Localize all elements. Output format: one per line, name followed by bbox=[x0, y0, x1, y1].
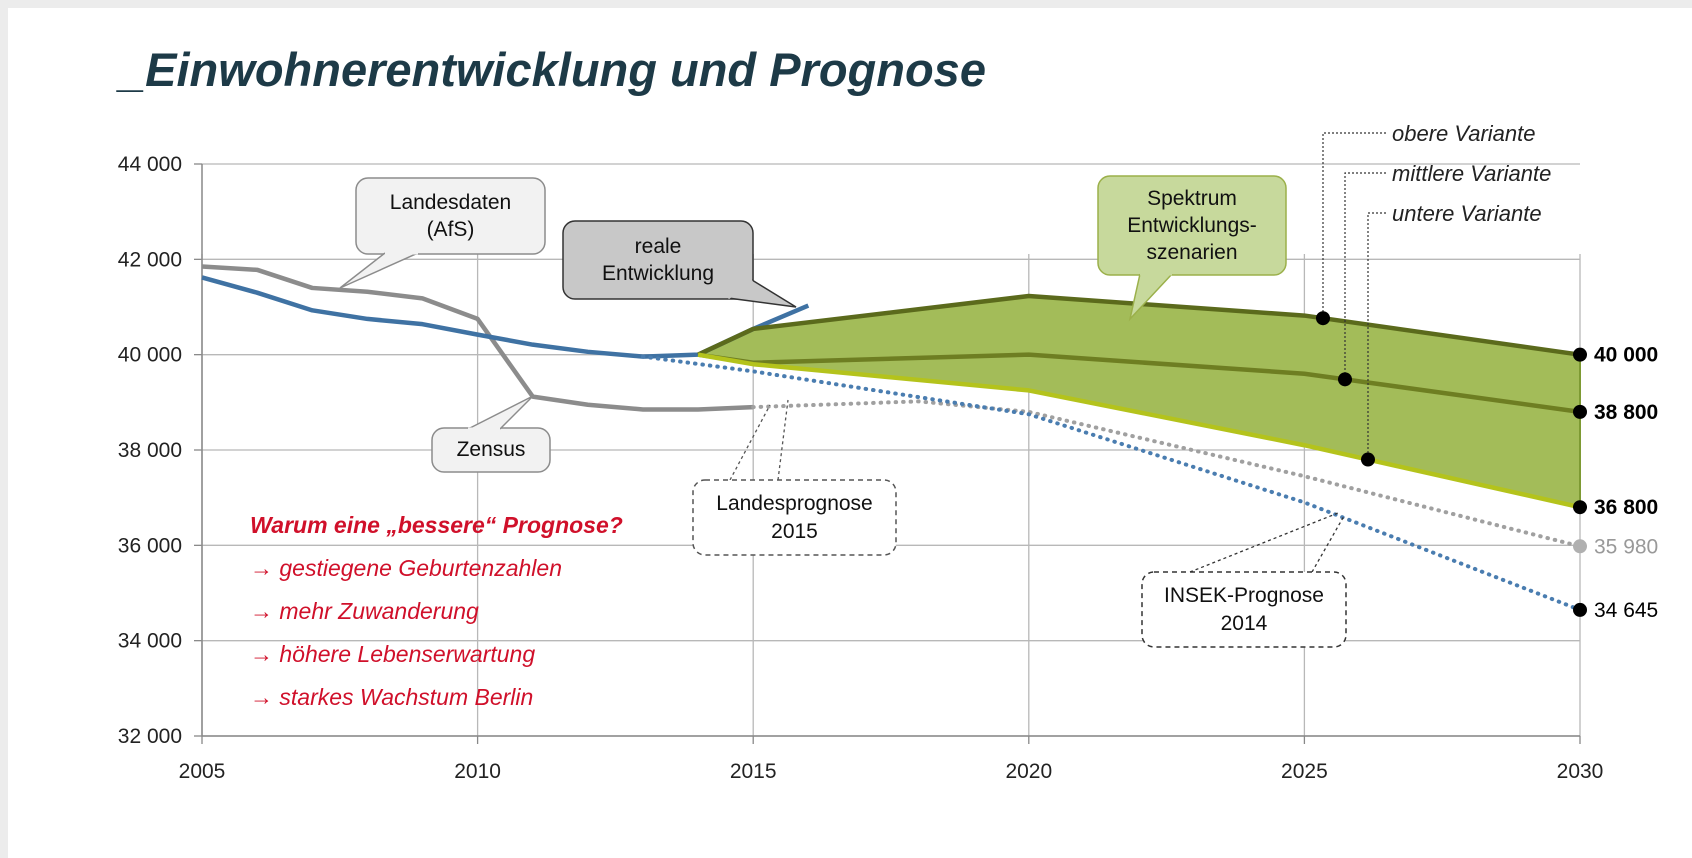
y-tick-label: 44 000 bbox=[118, 153, 182, 176]
end-label: 34 645 bbox=[1594, 599, 1658, 622]
notes-item: → gestiegene Geburtenzahlen bbox=[250, 555, 562, 581]
notes-item: → starkes Wachstum Berlin bbox=[250, 684, 534, 710]
callout-box bbox=[1141, 571, 1347, 648]
callout-box bbox=[692, 479, 897, 556]
end-dot bbox=[1573, 404, 1587, 419]
y-tick-label: 42 000 bbox=[118, 248, 182, 271]
series-line bbox=[697, 293, 1581, 357]
x-tick-label: 2030 bbox=[1557, 760, 1604, 783]
end-dot bbox=[1573, 539, 1587, 554]
callout-box bbox=[355, 177, 546, 255]
notes-item: → höhere Lebenserwartung bbox=[250, 641, 536, 667]
x-tick-label: 2025 bbox=[1281, 760, 1328, 783]
legend-label: untere Variante bbox=[1392, 201, 1542, 226]
x-tick-label: 2015 bbox=[730, 760, 777, 783]
callout-tail bbox=[467, 395, 534, 430]
y-tick-label: 40 000 bbox=[118, 344, 182, 367]
chart-title: _Einwohnerentwicklung und Prognose bbox=[119, 43, 986, 96]
end-dot bbox=[1573, 602, 1587, 617]
callout-box bbox=[1097, 175, 1287, 276]
end-label: 40 000 bbox=[1594, 344, 1658, 367]
leader-line bbox=[1322, 132, 1386, 319]
series-line bbox=[697, 352, 1581, 510]
callout-pointer bbox=[777, 399, 789, 481]
y-tick-label: 34 000 bbox=[118, 630, 182, 653]
series-line bbox=[201, 264, 754, 412]
end-label: 38 800 bbox=[1594, 401, 1658, 424]
end-dot bbox=[1573, 500, 1587, 515]
callout-landesdaten-text: Landesdaten (AfS) bbox=[389, 190, 512, 241]
x-tick-label: 2020 bbox=[1005, 760, 1052, 783]
y-tick-label: 36 000 bbox=[118, 534, 182, 557]
callout-insek-text: INSEK-Prognose 2014 bbox=[1164, 584, 1324, 635]
end-label: 36 800 bbox=[1594, 496, 1658, 519]
y-tick-label: 32 000 bbox=[118, 725, 182, 748]
callout-pointer bbox=[1311, 515, 1345, 573]
series-line bbox=[751, 399, 1582, 549]
x-tick-label: 2010 bbox=[454, 760, 501, 783]
end-label: 35 980 bbox=[1594, 535, 1658, 558]
callout-reale-text: reale Entwicklung bbox=[601, 234, 715, 285]
scenario-area bbox=[698, 296, 1580, 508]
callout-box bbox=[562, 220, 754, 300]
x-tick-label: 2005 bbox=[179, 760, 226, 783]
callout-tail-cover bbox=[727, 278, 753, 300]
notes-item: → mehr Zuwanderung bbox=[250, 598, 479, 624]
callout-tail bbox=[339, 252, 419, 289]
series-line bbox=[640, 354, 1582, 612]
leader-dot bbox=[1361, 452, 1375, 467]
end-dot bbox=[1573, 347, 1587, 362]
callout-zensus-text: Zensus bbox=[456, 438, 526, 462]
notes-heading: Warum eine „bessere“ Prognose? bbox=[250, 512, 623, 538]
callout-spektrum-text: Spektrum Entwicklungs- szenarien bbox=[1127, 186, 1257, 265]
legend-label: mittlere Variante bbox=[1392, 161, 1551, 186]
callout-landesprognose-text: Landesprognose 2015 bbox=[716, 492, 873, 543]
leader-dot bbox=[1338, 372, 1352, 387]
callout-pointer bbox=[729, 404, 771, 481]
y-tick-label: 38 000 bbox=[118, 439, 182, 462]
leader-line bbox=[1344, 172, 1386, 380]
legend-label: obere Variante bbox=[1392, 121, 1536, 146]
leader-line bbox=[1367, 212, 1386, 460]
leader-dot bbox=[1316, 311, 1330, 326]
callout-tail bbox=[1128, 273, 1173, 322]
callout-pointer bbox=[1189, 512, 1339, 573]
